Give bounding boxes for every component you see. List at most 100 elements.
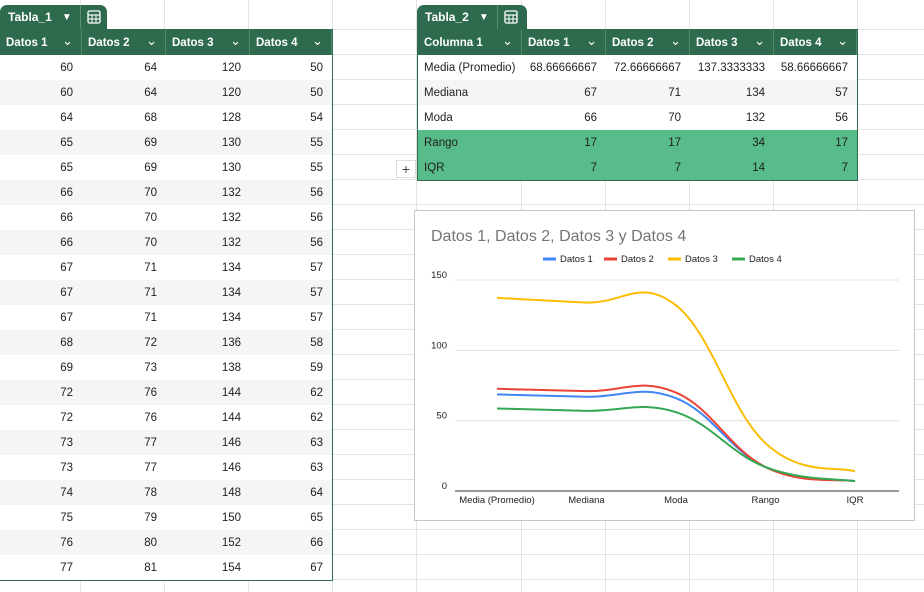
table-cell[interactable]: 50 <box>310 61 323 74</box>
table-cell[interactable]: 67 <box>60 311 73 324</box>
table-cell[interactable]: 80 <box>144 536 157 549</box>
table-cell[interactable]: 62 <box>310 386 323 399</box>
table-cell[interactable]: 67 <box>310 561 323 574</box>
table-cell[interactable]: 17 <box>668 136 681 149</box>
table-2-column-header[interactable]: Datos 3 ⌄ <box>690 30 774 55</box>
table-cell[interactable]: 76 <box>144 386 157 399</box>
table-cell[interactable]: 136 <box>221 336 241 349</box>
table-cell[interactable]: 64 <box>60 111 73 124</box>
table-1-column-header[interactable]: Datos 4 ⌄ <box>250 30 332 55</box>
table-cell[interactable]: 66 <box>310 536 323 549</box>
chevron-down-icon[interactable]: ⌄ <box>670 33 681 48</box>
table-cell[interactable]: 7 <box>674 161 681 174</box>
table-cell[interactable]: 77 <box>144 461 157 474</box>
table-cell[interactable]: 56 <box>835 111 848 124</box>
table-2-tab[interactable]: Tabla_2 ▼ <box>417 5 527 29</box>
table-cell[interactable]: 71 <box>144 261 157 274</box>
table-cell[interactable]: 56 <box>310 186 323 199</box>
table-cell[interactable]: 138 <box>221 361 241 374</box>
table-cell[interactable]: 68 <box>60 336 73 349</box>
table-cell[interactable]: 67 <box>60 261 73 274</box>
table-cell[interactable]: 56 <box>310 211 323 224</box>
table-cell[interactable]: 57 <box>835 86 848 99</box>
table-cell[interactable]: 72 <box>60 386 73 399</box>
table-cell[interactable]: 69 <box>144 136 157 149</box>
table-1-tab[interactable]: Tabla_1 ▼ <box>0 5 107 29</box>
table-cell[interactable]: 144 <box>221 411 241 424</box>
table-cell[interactable]: 17 <box>584 136 597 149</box>
table-cell[interactable]: 55 <box>310 161 323 174</box>
table-cell[interactable]: 78 <box>144 486 157 499</box>
chevron-down-icon[interactable]: ⌄ <box>230 33 241 48</box>
table-cell[interactable]: 57 <box>310 311 323 324</box>
table-cell[interactable]: 70 <box>144 186 157 199</box>
table-cell[interactable]: 50 <box>310 86 323 99</box>
table-cell[interactable]: 60 <box>60 61 73 74</box>
chevron-down-icon[interactable]: ⌄ <box>146 33 157 48</box>
table-cell[interactable]: 14 <box>752 161 765 174</box>
table-cell[interactable]: 81 <box>144 561 157 574</box>
table-cell[interactable]: 34 <box>752 136 765 149</box>
table-cell[interactable]: 146 <box>221 436 241 449</box>
table-cell[interactable]: 59 <box>310 361 323 374</box>
table-cell[interactable]: 71 <box>668 86 681 99</box>
chevron-down-icon[interactable]: ⌄ <box>754 33 765 48</box>
line-chart[interactable]: Datos 1, Datos 2, Datos 3 y Datos 4 Datos… <box>414 210 915 521</box>
table-cell[interactable]: 63 <box>310 461 323 474</box>
table-cell[interactable]: Media (Promedio) <box>424 61 516 74</box>
chevron-down-icon[interactable]: ⌄ <box>837 33 848 48</box>
table-cell[interactable]: 71 <box>144 311 157 324</box>
table-cell[interactable]: 70 <box>668 111 681 124</box>
table-cell[interactable]: 77 <box>144 436 157 449</box>
table-cell[interactable]: 55 <box>310 136 323 149</box>
table-cell[interactable]: 67 <box>60 286 73 299</box>
chevron-down-icon[interactable]: ▼ <box>61 11 72 23</box>
table-2-column-header[interactable]: Datos 1 ⌄ <box>522 30 606 55</box>
table-cell[interactable]: 79 <box>144 511 157 524</box>
table-cell[interactable]: 54 <box>310 111 323 124</box>
table-cell[interactable]: 17 <box>835 136 848 149</box>
table-cell[interactable]: 134 <box>221 286 241 299</box>
table-cell[interactable]: 65 <box>310 511 323 524</box>
table-cell[interactable]: 65 <box>60 161 73 174</box>
table-cell[interactable]: 120 <box>221 61 241 74</box>
table-cell[interactable]: IQR <box>424 161 445 174</box>
table-cell[interactable]: 7 <box>590 161 597 174</box>
table-cell[interactable]: 132 <box>745 111 765 124</box>
table-cell[interactable]: 72 <box>144 336 157 349</box>
table-cell[interactable]: 74 <box>60 486 73 499</box>
chevron-down-icon[interactable]: ▼ <box>478 11 489 23</box>
table-cell[interactable]: 72 <box>60 411 73 424</box>
table-cell[interactable]: 150 <box>221 511 241 524</box>
table-cell[interactable]: 69 <box>144 161 157 174</box>
table-cell[interactable]: 64 <box>310 486 323 499</box>
chevron-down-icon[interactable]: ⌄ <box>586 33 597 48</box>
table-cell[interactable]: 128 <box>221 111 241 124</box>
table-cell[interactable]: 60 <box>60 86 73 99</box>
table-cell[interactable]: 132 <box>221 186 241 199</box>
table-cell[interactable]: 148 <box>221 486 241 499</box>
table-cell[interactable]: 62 <box>310 411 323 424</box>
table-cell[interactable]: 70 <box>144 211 157 224</box>
table-cell[interactable]: 58 <box>310 336 323 349</box>
table-cell[interactable]: 67 <box>584 86 597 99</box>
table-cell[interactable]: 65 <box>60 136 73 149</box>
table-calculator-icon[interactable] <box>81 5 107 29</box>
table-cell[interactable]: 154 <box>221 561 241 574</box>
table-cell[interactable]: 130 <box>221 136 241 149</box>
table-cell[interactable]: 56 <box>310 236 323 249</box>
table-cell[interactable]: 7 <box>841 161 848 174</box>
table-cell[interactable]: Rango <box>424 136 458 149</box>
table-cell[interactable]: 146 <box>221 461 241 474</box>
table-2-column-header[interactable]: Datos 2 ⌄ <box>606 30 690 55</box>
table-cell[interactable]: 137.3333333 <box>697 61 765 74</box>
table-cell[interactable]: 132 <box>221 236 241 249</box>
table-cell[interactable]: 72.66666667 <box>613 61 681 74</box>
table-cell[interactable]: 75 <box>60 511 73 524</box>
table-cell[interactable]: 69 <box>60 361 73 374</box>
table-cell[interactable]: 64 <box>144 61 157 74</box>
table-2-column-header[interactable]: Columna 1 ⌄ <box>418 30 522 55</box>
table-2-column-header[interactable]: Datos 4 ⌄ <box>774 30 857 55</box>
table-cell[interactable]: 73 <box>60 461 73 474</box>
table-cell[interactable]: 73 <box>60 436 73 449</box>
